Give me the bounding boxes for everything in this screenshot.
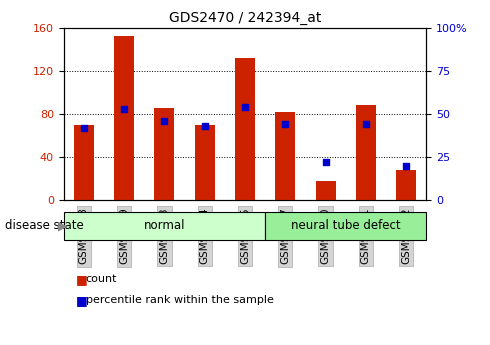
Bar — [396, 170, 416, 200]
Bar — [114, 36, 134, 200]
Bar — [235, 58, 255, 200]
Bar — [74, 125, 94, 200]
Text: disease state: disease state — [5, 219, 84, 233]
Bar — [195, 125, 215, 200]
Point — [362, 121, 370, 127]
Bar — [356, 105, 376, 200]
Text: ▶: ▶ — [58, 219, 68, 233]
Point — [321, 159, 329, 165]
Point — [281, 121, 289, 127]
Point — [201, 123, 209, 129]
Text: normal: normal — [144, 219, 185, 233]
Bar — [316, 181, 336, 200]
Point — [241, 104, 249, 110]
Point — [161, 118, 169, 124]
Text: percentile rank within the sample: percentile rank within the sample — [86, 295, 273, 305]
Point — [120, 106, 128, 111]
FancyBboxPatch shape — [64, 212, 265, 240]
Point — [402, 163, 410, 168]
Text: ■: ■ — [76, 294, 88, 307]
Point — [80, 125, 88, 130]
Text: ■: ■ — [76, 273, 88, 286]
Title: GDS2470 / 242394_at: GDS2470 / 242394_at — [169, 11, 321, 25]
Text: count: count — [86, 275, 117, 284]
Bar — [154, 108, 174, 200]
Bar — [275, 112, 295, 200]
Text: neural tube defect: neural tube defect — [291, 219, 400, 233]
FancyBboxPatch shape — [265, 212, 426, 240]
